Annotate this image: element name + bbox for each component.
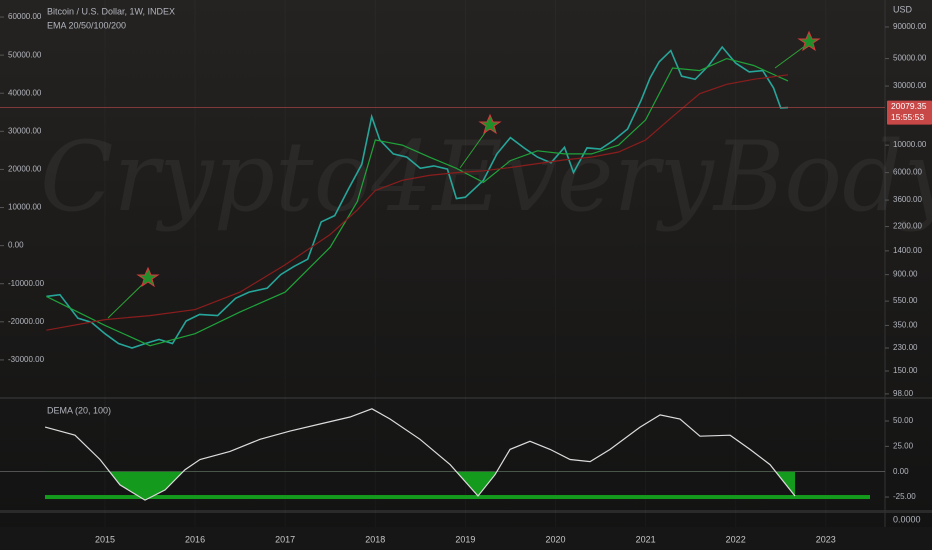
- x-tick-label: 2020: [545, 534, 565, 544]
- signal-arrow: [459, 129, 488, 169]
- left-tick-label: -30000.00: [8, 355, 45, 364]
- right-tick-label: 50000.00: [893, 54, 927, 63]
- left-tick-label: 30000.00: [8, 126, 42, 135]
- right-tick-label: 25.00: [893, 441, 914, 450]
- indicator-title: DEMA (20, 100): [47, 405, 111, 415]
- x-tick-label: 2017: [275, 534, 295, 544]
- signal-star: [478, 113, 502, 135]
- right-tick-label: -25.00: [893, 492, 916, 501]
- x-tick-label: 2018: [365, 534, 385, 544]
- x-tick-label: 2021: [636, 534, 656, 544]
- left-tick-label: 40000.00: [8, 88, 42, 97]
- price-line: [46, 45, 789, 349]
- right-tick-label: 10000.00: [893, 140, 927, 149]
- last-price-label: 20079.35: [891, 101, 927, 111]
- signal-arrow: [107, 280, 147, 319]
- x-tick-label: 2022: [726, 534, 746, 544]
- left-tick-label: 50000.00: [8, 50, 42, 59]
- negative-fill: [45, 471, 795, 501]
- right-tick-label: 90000.00: [893, 22, 927, 31]
- signal-star: [797, 30, 821, 52]
- signal-star: [136, 266, 160, 288]
- right-tick-label: 6000.00: [893, 168, 922, 177]
- right-tick-label: 2200.00: [893, 222, 922, 231]
- dema-line: [44, 408, 796, 501]
- watermark: Crypto4EveryBody: [40, 121, 932, 233]
- currency-label: USD: [893, 4, 913, 14]
- x-tick-label: 2015: [95, 534, 115, 544]
- ema-line: [46, 74, 789, 331]
- x-tick-label: 2016: [185, 534, 205, 544]
- x-tick-label: 2019: [455, 534, 475, 544]
- right-tick-label: 900.00: [893, 270, 918, 279]
- x-tick-label: 2023: [816, 534, 836, 544]
- right-tick-label: 98.00: [893, 389, 914, 398]
- left-tick-label: 20000.00: [8, 165, 42, 174]
- signal-arrow: [774, 45, 806, 69]
- left-tick-label: -10000.00: [8, 279, 45, 288]
- right-tick-label: 0.00: [893, 467, 909, 476]
- right-tick-label: 150.00: [893, 366, 918, 375]
- pane-separator: [0, 510, 932, 513]
- last-price-box: [887, 100, 932, 125]
- pane-separator: [0, 397, 932, 399]
- right-tick-label: 1400.00: [893, 246, 922, 255]
- ema-line: [46, 57, 789, 347]
- right-tick-label: 3600.00: [893, 195, 922, 204]
- right-tick-label: 30000.00: [893, 81, 927, 90]
- symbol-title: Bitcoin / U.S. Dollar, 1W, INDEX: [47, 6, 175, 16]
- signal-band: [45, 495, 870, 500]
- right-tick-label: 230.00: [893, 343, 918, 352]
- sub-pane-label: 0.0000: [893, 514, 921, 524]
- left-tick-label: 60000.00: [8, 12, 42, 21]
- right-tick-label: 50.00: [893, 416, 914, 425]
- time-axis-bg: [0, 527, 932, 550]
- countdown: 15:55:53: [891, 112, 924, 122]
- left-tick-label: 0.00: [8, 241, 24, 250]
- left-tick-label: -20000.00: [8, 317, 45, 326]
- right-tick-label: 350.00: [893, 321, 918, 330]
- left-tick-label: 10000.00: [8, 203, 42, 212]
- signal-markers: [107, 30, 821, 319]
- right-tick-label: 550.00: [893, 296, 918, 305]
- indicator-label: EMA 20/50/100/200: [47, 20, 126, 30]
